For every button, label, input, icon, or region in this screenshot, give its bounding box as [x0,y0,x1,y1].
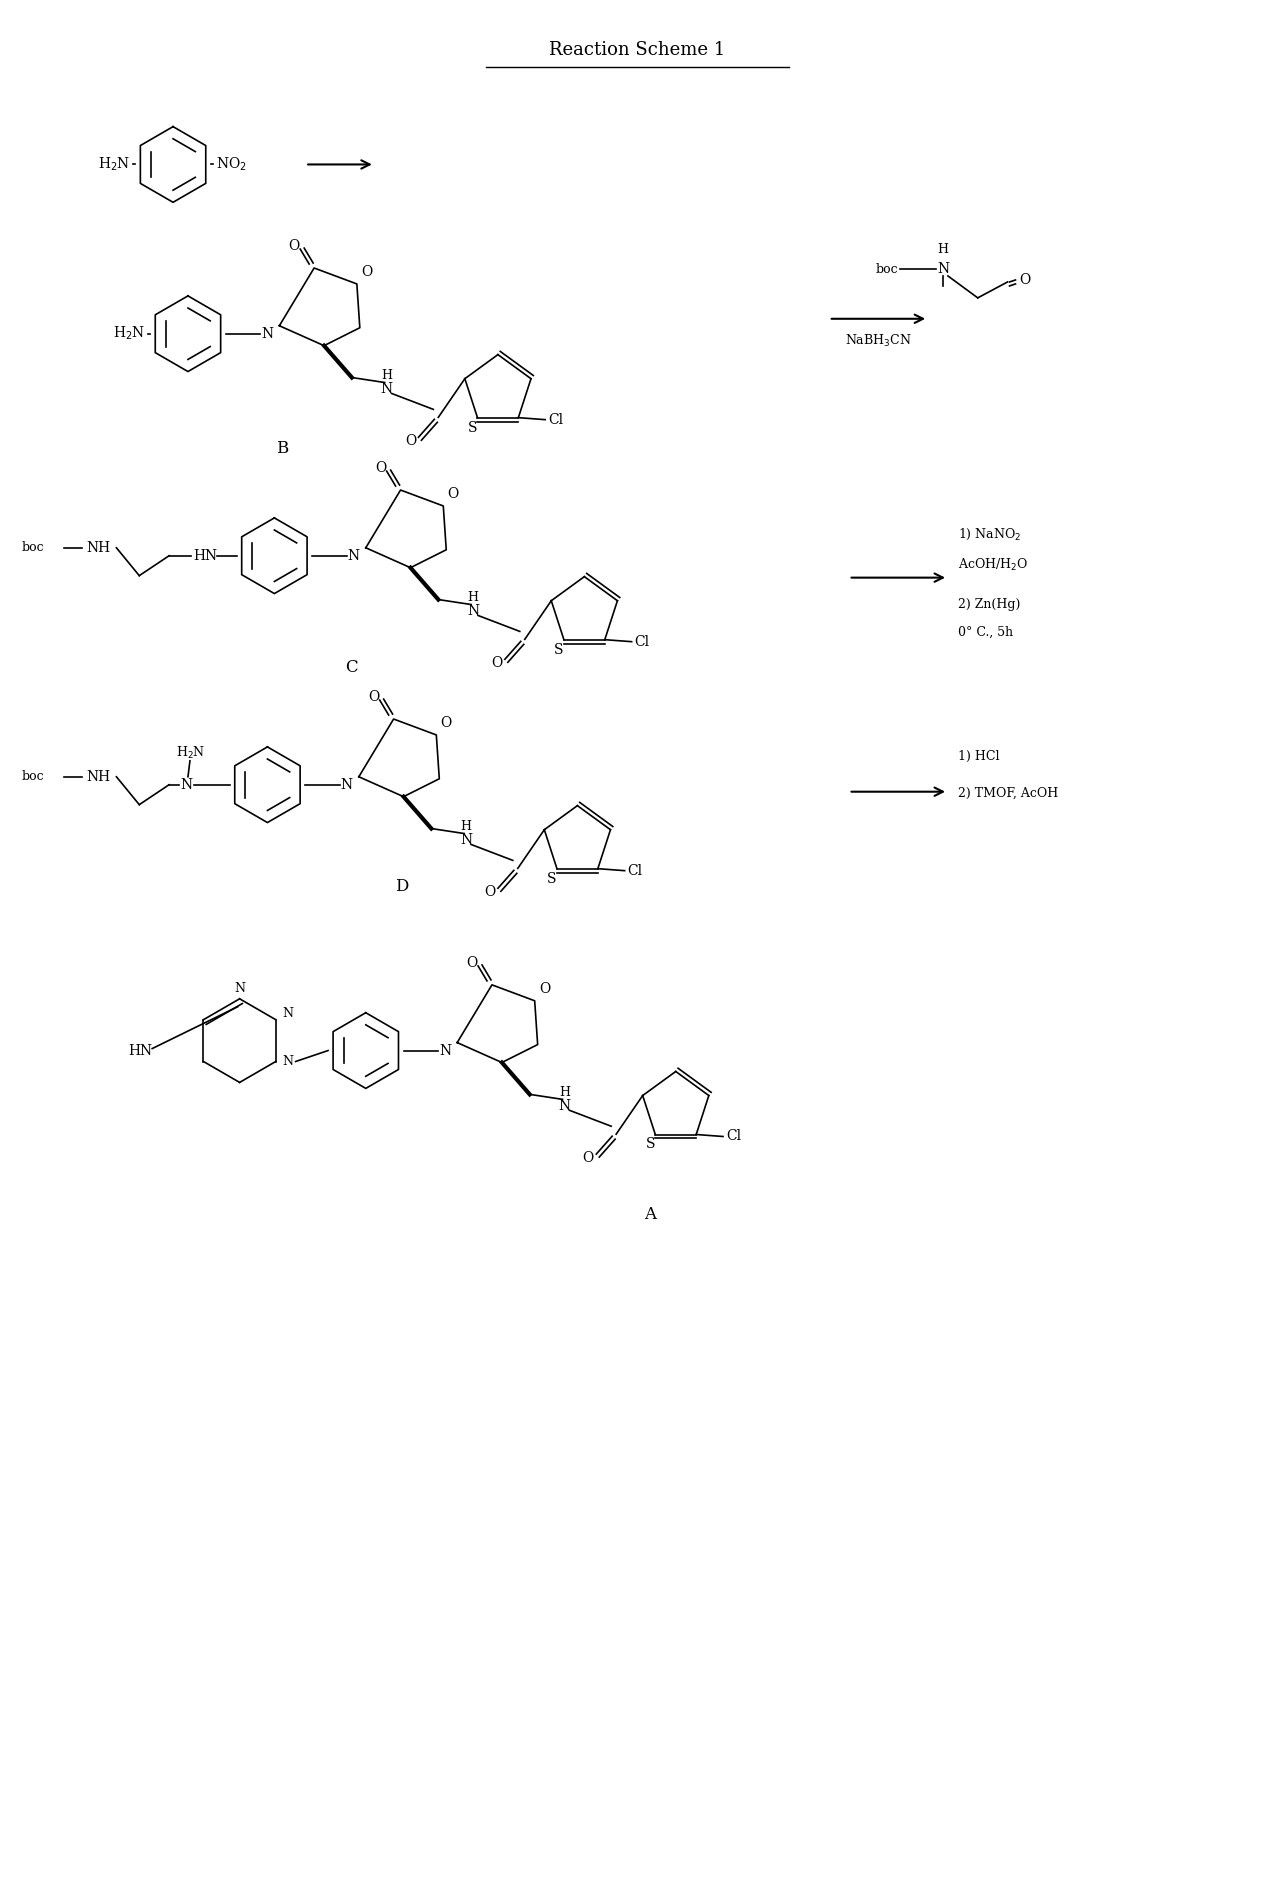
Text: S: S [645,1137,655,1152]
Text: N: N [439,1044,451,1057]
Text: O: O [484,886,496,899]
Text: C: C [346,660,358,675]
Text: boc: boc [22,542,45,555]
Text: Cl: Cl [627,863,643,878]
Text: Cl: Cl [635,635,650,648]
Text: H$_2$N: H$_2$N [176,745,205,760]
Text: 1) HCl: 1) HCl [958,751,1000,764]
Text: NaBH$_3$CN: NaBH$_3$CN [845,333,912,348]
Text: N: N [340,778,353,791]
Text: O: O [368,690,380,703]
Text: N: N [467,605,479,618]
Text: O: O [361,264,372,279]
Text: N: N [282,1055,293,1068]
Text: H: H [558,1085,570,1099]
Text: H: H [381,369,393,382]
Text: D: D [395,878,408,895]
Text: boc: boc [22,770,45,783]
Text: NH: NH [87,540,111,555]
Text: H$_2$N: H$_2$N [113,325,145,342]
Text: S: S [468,420,477,435]
Text: O: O [375,462,386,475]
Text: A: A [644,1207,655,1224]
Text: NO$_2$: NO$_2$ [215,156,246,173]
Text: O: O [1020,274,1030,287]
Text: N: N [460,833,472,848]
Text: H: H [468,591,478,605]
Text: N: N [348,549,360,563]
Text: HN: HN [193,549,217,563]
Text: Cl: Cl [548,413,564,426]
Text: N: N [381,382,393,397]
Text: Cl: Cl [725,1129,741,1144]
Text: N: N [558,1099,570,1114]
Text: S: S [547,873,557,886]
Text: O: O [288,240,300,253]
Text: 1) NaNO$_2$: 1) NaNO$_2$ [958,527,1021,542]
Text: N: N [261,327,274,340]
Text: AcOH/H$_2$O: AcOH/H$_2$O [958,557,1028,572]
Text: O: O [583,1152,594,1165]
Text: N: N [180,778,193,791]
Text: N: N [282,1008,293,1021]
Text: O: O [441,717,451,730]
Text: 0° C., 5h: 0° C., 5h [958,625,1014,639]
Text: 2) Zn(Hg): 2) Zn(Hg) [958,599,1020,610]
Text: O: O [448,487,459,502]
Text: H: H [937,243,949,255]
Text: N: N [235,983,245,996]
Text: B: B [277,439,288,456]
Text: H$_2$N: H$_2$N [98,156,130,173]
Text: Reaction Scheme 1: Reaction Scheme 1 [550,42,725,59]
Text: H: H [460,819,472,833]
Text: HN: HN [129,1044,153,1057]
Text: NH: NH [87,770,111,783]
Text: 2) TMOF, AcOH: 2) TMOF, AcOH [958,787,1058,800]
Text: S: S [555,643,564,656]
Text: O: O [539,981,551,996]
Text: O: O [491,656,502,671]
Text: O: O [405,433,416,449]
Text: O: O [467,956,478,970]
Text: boc: boc [876,262,899,276]
Text: N: N [937,262,949,276]
